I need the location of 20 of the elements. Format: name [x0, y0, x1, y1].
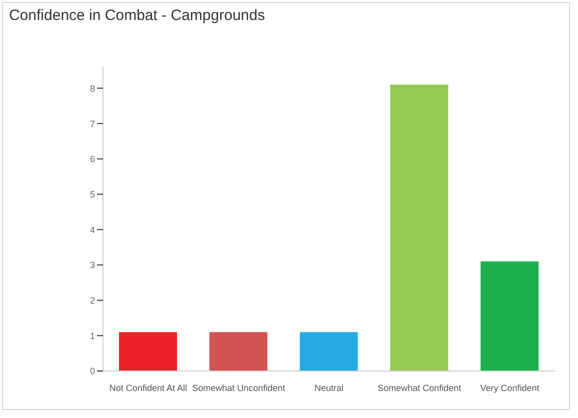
- y-tick-label: 5: [90, 189, 95, 200]
- y-tick-label: 1: [90, 330, 95, 341]
- x-tick-label: Somewhat Confident: [378, 383, 462, 393]
- x-tick-label: Very Confident: [480, 383, 540, 393]
- y-tick-label: 7: [90, 118, 95, 129]
- chart-title: Confidence in Combat - Campgrounds: [9, 7, 265, 24]
- x-tick-label: Neutral: [314, 383, 344, 393]
- bar: [300, 332, 358, 371]
- x-tick-label: Not Confident At All: [109, 383, 187, 393]
- y-tick-label: 6: [90, 154, 95, 164]
- x-tick-label: Somewhat Unconfident: [192, 383, 286, 393]
- bar: [209, 332, 268, 371]
- bar: [390, 84, 448, 371]
- y-tick-label: 4: [90, 224, 95, 235]
- y-tick-label: 2: [90, 295, 95, 306]
- bar: [480, 261, 539, 371]
- y-tick-label: 8: [90, 83, 95, 94]
- bar: [119, 332, 177, 371]
- y-tick-label: 3: [90, 260, 95, 270]
- y-tick-label: 0: [90, 366, 95, 376]
